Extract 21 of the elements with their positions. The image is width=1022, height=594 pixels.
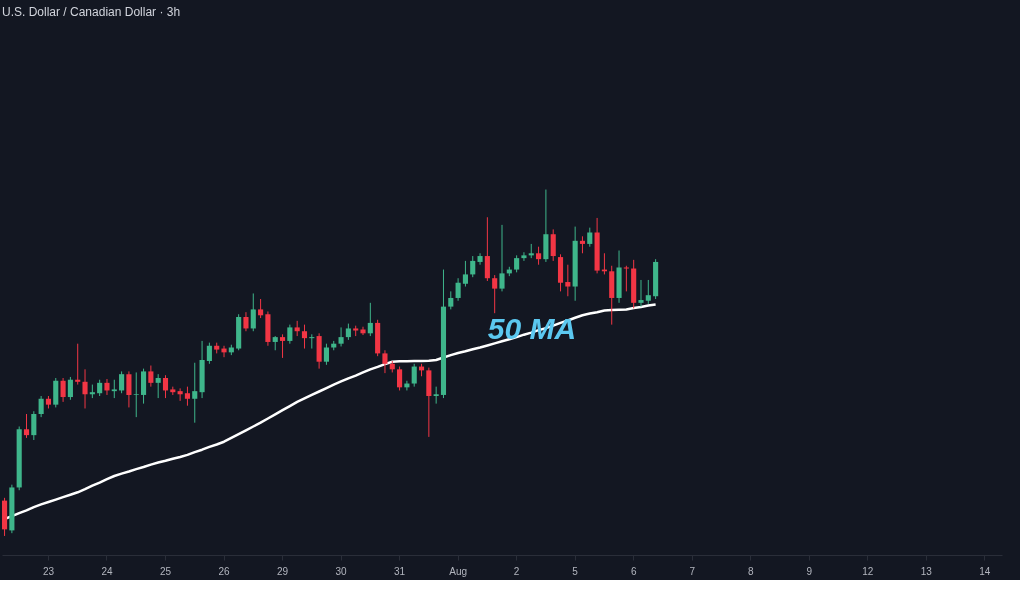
- x-tick-label: 6: [630, 565, 637, 577]
- x-tick-label: 5: [572, 565, 579, 577]
- candlestick: [133, 371, 139, 418]
- x-tick-label: Aug: [449, 565, 468, 577]
- x-tick-label: 26: [218, 565, 231, 577]
- candlestick: [353, 325, 359, 337]
- x-tick-label: 12: [862, 565, 874, 577]
- x-tick-label: 8: [747, 565, 754, 577]
- chart-title: U.S. Dollar / Canadian Dollar · 3h: [2, 5, 181, 19]
- candlestick: [623, 265, 629, 292]
- x-tick-label: 30: [335, 565, 348, 577]
- x-tick-label: 24: [101, 565, 113, 577]
- x-tick-label: 2: [513, 565, 520, 577]
- x-tick-label: 23: [42, 565, 55, 577]
- x-tick-label: 31: [394, 565, 406, 577]
- x-tick-label: 29: [276, 565, 289, 577]
- x-tick-label: 7: [689, 565, 696, 577]
- x-tick-label: 9: [806, 565, 813, 577]
- x-tick-label: 14: [979, 565, 991, 577]
- x-tick-label: 25: [159, 565, 172, 577]
- x-tick-label: 13: [920, 565, 933, 577]
